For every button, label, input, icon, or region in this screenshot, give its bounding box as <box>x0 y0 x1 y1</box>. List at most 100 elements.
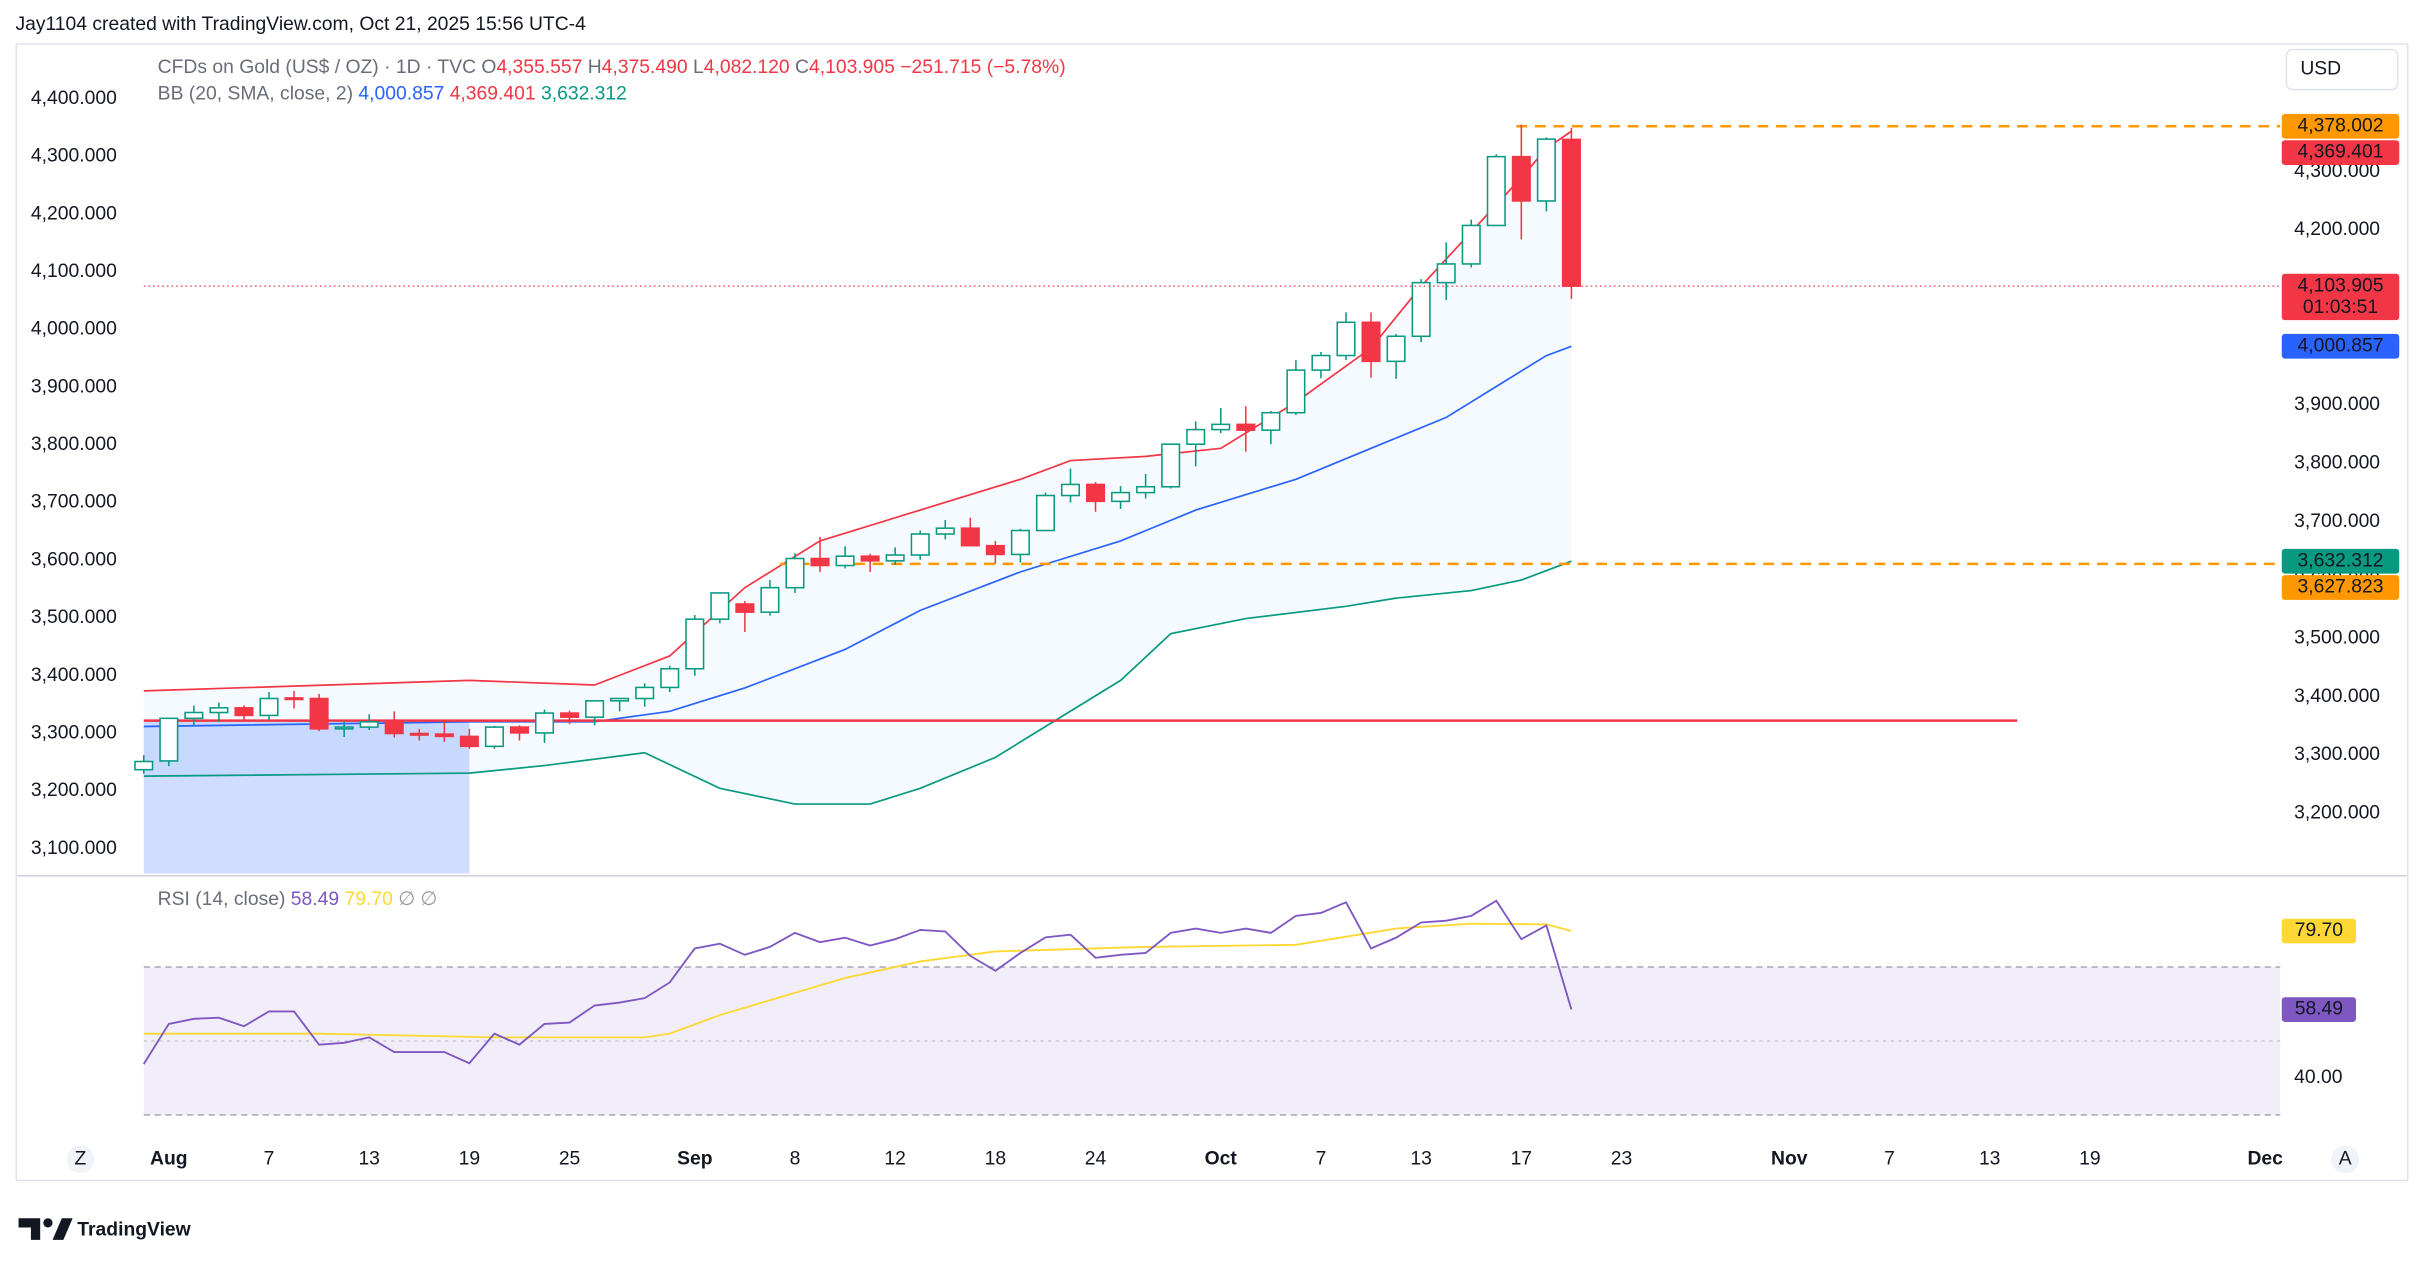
candle-body <box>184 711 204 720</box>
candle-body <box>284 697 304 701</box>
candle-body <box>1236 423 1256 431</box>
legend-value: 4,375.490 <box>602 57 688 78</box>
x-tick-label: Nov <box>1771 1149 1808 1170</box>
auto-button[interactable] <box>2331 1145 2360 1174</box>
rsi-line <box>143 922 1572 1039</box>
plot: 4,400.000 4,300.000 4,200.000 4,100.000 4,00… <box>31 57 2400 1170</box>
auto-label: A <box>2339 1149 2352 1170</box>
left-axis-label: 3,400.000 <box>31 665 117 686</box>
x-tick-label: 23 <box>1611 1149 1632 1170</box>
x-tick-label: 25 <box>559 1149 580 1170</box>
candle-body <box>209 707 229 714</box>
legend: RSI (14, close) 58.49 79.70 ∅ ∅ <box>158 889 438 910</box>
candle-body <box>835 555 855 567</box>
price-badge-label: 4,000.857 <box>2298 335 2384 356</box>
candle-body <box>1111 491 1131 503</box>
left-axis-label: 3,700.000 <box>31 492 117 513</box>
x-tick-label: Dec <box>2247 1149 2283 1170</box>
legend: BB (20, SMA, close, 2) 4,000.857 4,369.4… <box>158 83 627 104</box>
candle-body <box>760 586 780 613</box>
candle-body <box>885 554 905 562</box>
candle-body <box>309 697 329 730</box>
left-axis-label: 4,400.000 <box>31 88 117 109</box>
legend-prefix: H <box>588 57 602 78</box>
x-tick-label: 12 <box>884 1149 905 1170</box>
candle-body <box>1436 263 1456 284</box>
currency: USD <box>2300 59 2341 80</box>
y-tick-label: 40.00 <box>2294 1067 2342 1088</box>
x-tick-label: 13 <box>358 1149 379 1170</box>
x-tick-label: 13 <box>1410 1149 1431 1170</box>
bb-title: BB (20, SMA, close, 2) <box>158 83 353 104</box>
brand-logo: TradingView <box>18 1218 192 1241</box>
candle-body <box>735 603 755 613</box>
logo-shape <box>52 1218 73 1240</box>
candle-body <box>1035 494 1055 532</box>
left-axis-label: 4,300.000 <box>31 146 117 167</box>
candle-body <box>1186 428 1206 445</box>
left-axis-label: 3,200.000 <box>31 780 117 801</box>
legend-value: 4,355.557 <box>496 57 582 78</box>
candle-body <box>1561 138 1581 287</box>
x-tick-label: Aug <box>150 1149 188 1170</box>
price-badge-label: 4,103.905 <box>2298 275 2384 296</box>
x-tick-label: 7 <box>1884 1149 1895 1170</box>
legend-value: 4,082.120 <box>704 57 790 78</box>
y-tick-label: 4,300.000 <box>2294 161 2380 182</box>
zoom-label: Z <box>74 1149 86 1170</box>
candle-body <box>409 732 429 736</box>
price-badge-label: 4,378.002 <box>2298 115 2384 136</box>
candle-body <box>1060 483 1081 497</box>
y-tick-label: 3,200.000 <box>2294 803 2380 824</box>
left-axis-label: 3,900.000 <box>31 376 117 397</box>
candle-body <box>134 760 154 771</box>
x-tick-label: 7 <box>264 1149 275 1170</box>
candle-body <box>1085 483 1106 503</box>
header: Jay1104 created with TradingView.com, Oc… <box>15 14 586 35</box>
bollinger-line <box>143 130 1572 692</box>
candle-body <box>710 592 730 620</box>
candle-body <box>560 712 580 718</box>
y-tick-label: 3,700.000 <box>2294 511 2380 532</box>
candle-body <box>1461 224 1481 265</box>
legend-prefix: L <box>693 57 704 78</box>
candle-body <box>685 618 705 670</box>
candle-body <box>1386 335 1406 363</box>
left-axis-label: 4,200.000 <box>31 203 117 224</box>
y-tick-label: 3,300.000 <box>2294 744 2380 765</box>
price-badge <box>2281 113 2400 139</box>
left-axis-label: 3,500.000 <box>31 607 117 628</box>
candle-body <box>1486 155 1506 227</box>
candle-body <box>259 697 279 717</box>
brand: TradingView <box>77 1220 191 1241</box>
rsi-flag: ∅ <box>398 889 415 910</box>
candle-body <box>810 557 830 567</box>
currency-button[interactable] <box>2285 48 2399 91</box>
candle-body <box>910 533 930 556</box>
bollinger-line <box>143 345 1572 728</box>
price-badge-label: 4,369.401 <box>2298 142 2384 163</box>
zoom-button[interactable] <box>66 1145 95 1174</box>
legend-change: −251.715 (−5.78%) <box>900 57 1065 78</box>
bb-value: 3,632.312 <box>541 83 627 104</box>
x-tick-label: 19 <box>2079 1149 2100 1170</box>
x-tick-label: 7 <box>1316 1149 1327 1170</box>
candle-body <box>935 527 955 535</box>
candle-body <box>1136 485 1156 494</box>
candle-body <box>785 557 805 589</box>
candle-body <box>635 686 655 700</box>
legend-value: 4,103.905 <box>809 57 895 78</box>
rsi-title: RSI (14, close) <box>158 889 286 910</box>
candle-body <box>585 700 605 718</box>
candle-body <box>534 712 555 734</box>
candle-body <box>610 697 630 702</box>
candle-body <box>484 726 504 748</box>
left-axis-label: 3,800.000 <box>31 434 117 455</box>
candle-body <box>1336 321 1356 357</box>
candle-body <box>1286 369 1306 414</box>
candle-body <box>1261 411 1281 431</box>
value-badge-label: 58.49 <box>2295 999 2343 1020</box>
price-badge <box>2281 548 2400 574</box>
legend-prefix: C <box>795 57 809 78</box>
